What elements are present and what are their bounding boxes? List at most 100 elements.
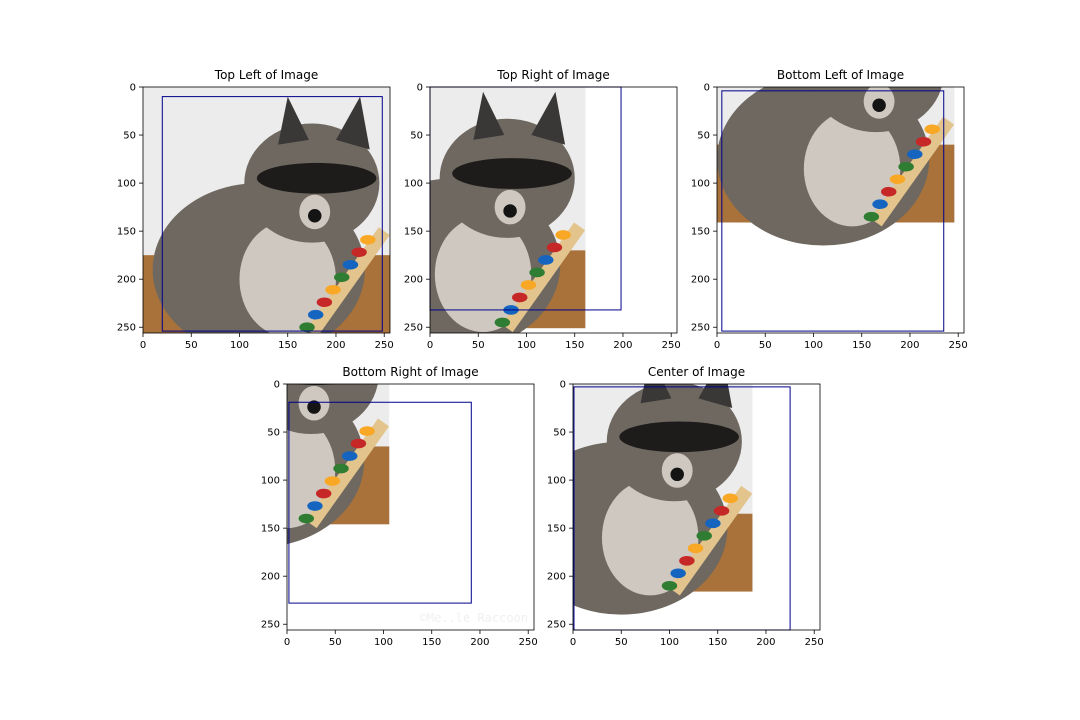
y-tick-label: 100 <box>404 179 423 190</box>
x-tick-label: 150 <box>708 637 727 648</box>
raccoon-ear-right <box>698 384 733 409</box>
raccoon-ear-right <box>531 91 566 145</box>
x-tick-label: 0 <box>140 340 146 351</box>
abacus-frame <box>501 222 586 333</box>
bounding-box <box>161 96 383 332</box>
x-tick-label: 100 <box>374 637 393 648</box>
y-tick-label: 250 <box>547 620 566 631</box>
raccoon-nose <box>503 204 517 218</box>
raccoon-ear-left <box>842 0 873 34</box>
x-tick-label: 50 <box>185 340 198 351</box>
raccoon-chest <box>601 480 699 596</box>
subplot: Top Right of Image 0 50 100 150 200 250 0 50 100 1… <box>404 68 681 351</box>
photo-content <box>717 0 955 246</box>
abacus-bead <box>299 322 315 333</box>
abacus-bead <box>546 242 563 253</box>
x-tick-label: 100 <box>660 637 679 648</box>
axes-frame <box>572 383 821 631</box>
y-tick-label: 100 <box>547 476 566 487</box>
subplot: Bottom Right of Image ©Me..le Raccoon 0 50 1… <box>261 365 538 648</box>
abacus-bead <box>670 568 686 579</box>
raccoon-nose <box>307 400 321 414</box>
watermark-text: ©Me..le Raccoon <box>420 611 528 625</box>
x-tick-label: 200 <box>613 340 632 351</box>
y-tick-label: 150 <box>117 227 136 238</box>
y-tick-label: 150 <box>547 524 566 535</box>
raccoon-chest <box>803 111 901 227</box>
photo-content <box>573 384 753 615</box>
abacus-bead <box>512 292 528 303</box>
x-tick-label: 200 <box>470 637 489 648</box>
raccoon-nose <box>872 98 886 112</box>
x-tick-label: 50 <box>329 637 342 648</box>
x-tick-label: 150 <box>852 340 871 351</box>
abacus-bead <box>687 543 704 554</box>
y-tick-label: 150 <box>261 524 280 535</box>
subplot: Center of Image 0 50 100 150 200 250 0 50 100 150 2… <box>547 365 824 648</box>
bounding-box <box>721 90 945 332</box>
abacus-bead <box>679 556 695 566</box>
abacus-frame <box>668 485 753 596</box>
x-tick-label: 100 <box>230 340 249 351</box>
abacus-bead <box>333 463 349 474</box>
raccoon-chest <box>239 221 336 333</box>
x-tick-label: 50 <box>759 340 772 351</box>
abacus-bead <box>881 186 897 197</box>
x-tick-label: 100 <box>804 340 823 351</box>
raccoon-image <box>717 0 955 246</box>
abacus-bead <box>307 501 323 511</box>
abacus-bead <box>351 247 367 258</box>
y-tick-label: 50 <box>553 428 566 439</box>
abacus-bead <box>307 309 324 320</box>
abacus-bead <box>520 280 537 290</box>
abacus-frame <box>305 418 389 529</box>
y-tick-label: 50 <box>123 131 136 142</box>
axes-frame <box>286 383 535 631</box>
y-tick-label: 0 <box>274 380 280 391</box>
y-tick-label: 200 <box>547 572 566 583</box>
abacus-bead <box>713 506 730 516</box>
axes-frame <box>716 86 965 334</box>
raccoon-ear-right <box>335 96 370 150</box>
abacus-bead <box>863 211 880 222</box>
y-tick-label: 200 <box>117 275 136 286</box>
y-tick-label: 200 <box>691 275 710 286</box>
x-tick-label: 0 <box>570 637 576 648</box>
x-tick-label: 0 <box>714 340 720 351</box>
subplot-title: Center of Image <box>648 365 745 379</box>
abacus-bead <box>359 426 375 436</box>
abacus-bead <box>872 199 888 210</box>
abacus-bead <box>705 518 721 529</box>
raccoon-nose <box>307 209 322 223</box>
abacus-frame <box>870 116 955 227</box>
abacus-bead <box>324 476 341 486</box>
x-tick-label: 250 <box>805 637 824 648</box>
y-tick-label: 0 <box>130 83 136 94</box>
x-tick-label: 150 <box>565 340 584 351</box>
abacus-bead <box>316 297 333 308</box>
x-tick-label: 250 <box>375 340 394 351</box>
raccoon-image <box>430 87 586 333</box>
y-tick-label: 250 <box>691 323 710 334</box>
x-tick-label: 200 <box>326 340 345 351</box>
x-tick-label: 150 <box>422 637 441 648</box>
y-tick-label: 50 <box>410 131 423 142</box>
raccoon-ear-left <box>473 91 505 140</box>
y-tick-label: 250 <box>261 620 280 631</box>
y-tick-label: 100 <box>117 179 136 190</box>
y-tick-label: 50 <box>267 428 280 439</box>
abacus-bead <box>342 259 359 270</box>
x-tick-label: 250 <box>949 340 968 351</box>
y-tick-label: 150 <box>691 227 710 238</box>
abacus-bead <box>494 317 511 328</box>
x-tick-label: 250 <box>662 340 681 351</box>
abacus-bead <box>924 124 940 135</box>
subplot-title: Bottom Right of Image <box>342 365 478 379</box>
y-tick-label: 0 <box>704 83 710 94</box>
x-tick-label: 250 <box>519 637 538 648</box>
subplot: Bottom Left of Image 0 50 100 150 200 250 0 50 10… <box>691 0 968 351</box>
abacus-bead <box>915 136 932 147</box>
x-tick-label: 100 <box>517 340 536 351</box>
y-tick-label: 100 <box>261 476 280 487</box>
